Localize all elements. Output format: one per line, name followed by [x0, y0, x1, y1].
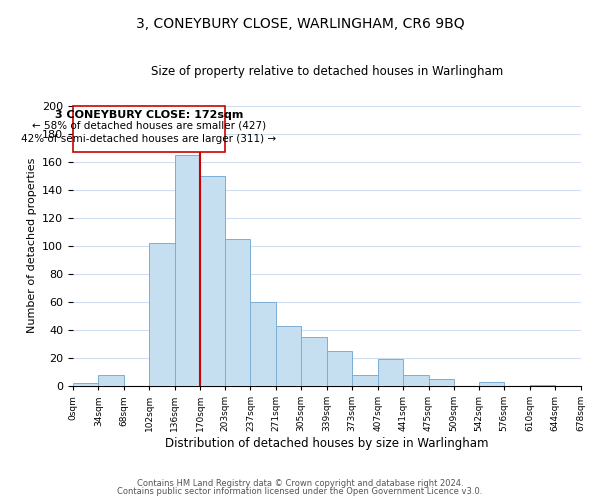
- Text: ← 58% of detached houses are smaller (427): ← 58% of detached houses are smaller (42…: [32, 120, 266, 130]
- Bar: [98, 375, 124, 386]
- Bar: [175, 154, 200, 386]
- Bar: [200, 176, 225, 386]
- Title: Size of property relative to detached houses in Warlingham: Size of property relative to detached ho…: [151, 65, 503, 78]
- Bar: [403, 375, 428, 386]
- Text: 3, CONEYBURY CLOSE, WARLINGHAM, CR6 9BQ: 3, CONEYBURY CLOSE, WARLINGHAM, CR6 9BQ: [136, 18, 464, 32]
- Bar: [479, 382, 504, 386]
- FancyBboxPatch shape: [73, 106, 225, 152]
- Text: Contains HM Land Registry data © Crown copyright and database right 2024.: Contains HM Land Registry data © Crown c…: [137, 478, 463, 488]
- Bar: [352, 375, 377, 386]
- Bar: [301, 337, 327, 386]
- Bar: [530, 384, 555, 386]
- Text: Contains public sector information licensed under the Open Government Licence v3: Contains public sector information licen…: [118, 487, 482, 496]
- Bar: [73, 383, 98, 386]
- Bar: [428, 379, 454, 386]
- Bar: [250, 302, 276, 386]
- Bar: [276, 326, 301, 386]
- Text: 42% of semi-detached houses are larger (311) →: 42% of semi-detached houses are larger (…: [22, 134, 277, 143]
- Bar: [225, 239, 250, 386]
- Bar: [377, 360, 403, 386]
- Y-axis label: Number of detached properties: Number of detached properties: [26, 158, 37, 334]
- X-axis label: Distribution of detached houses by size in Warlingham: Distribution of detached houses by size …: [165, 437, 488, 450]
- Text: 3 CONEYBURY CLOSE: 172sqm: 3 CONEYBURY CLOSE: 172sqm: [55, 110, 243, 120]
- Bar: [327, 351, 352, 386]
- Bar: [149, 243, 175, 386]
